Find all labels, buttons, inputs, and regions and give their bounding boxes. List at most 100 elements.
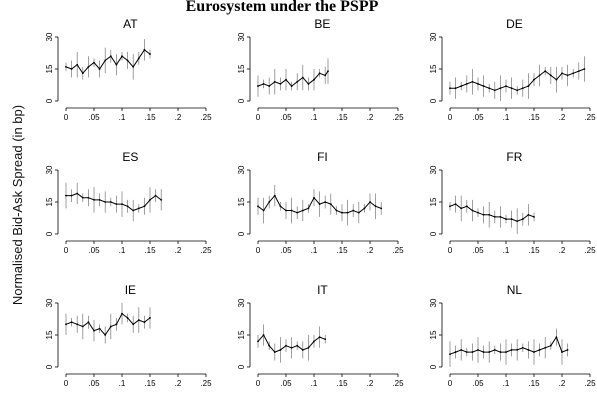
data-point: [81, 72, 84, 75]
data-point: [70, 194, 73, 197]
data-point: [98, 327, 101, 330]
y-tick-label: 0: [237, 98, 246, 103]
data-point: [137, 57, 140, 60]
data-point: [318, 72, 321, 75]
data-point: [313, 78, 315, 81]
data-point: [76, 323, 79, 326]
data-point: [482, 85, 485, 87]
data-point: [561, 351, 563, 353]
data-point: [538, 74, 541, 77]
data-point: [477, 83, 479, 85]
x-tick-label: .2: [559, 113, 566, 122]
y-tick-label: 0: [429, 98, 438, 103]
x-tick-label: .05: [472, 379, 484, 388]
data-point: [104, 334, 107, 336]
data-point: [499, 216, 502, 218]
series-line: [65, 49, 151, 75]
data-point: [460, 349, 463, 351]
x-tick-label: 0: [64, 379, 69, 388]
y-axis-label: Normalised Bid-Ask Spread (in bp): [10, 105, 25, 305]
x-tick-label: .05: [88, 113, 100, 122]
x-tick-label: .15: [144, 246, 156, 255]
data-point: [488, 351, 491, 353]
y-tick-label: 15: [429, 64, 438, 73]
data-point: [301, 349, 304, 351]
data-point: [104, 201, 107, 203]
panel-title: IT: [317, 283, 328, 297]
data-point: [126, 317, 129, 319]
data-point: [296, 344, 299, 347]
panel-at: AT 0 15 30 0 .05 .1 .15 .2 .25: [45, 17, 212, 122]
series-line: [257, 70, 329, 87]
x-tick-label: 0: [448, 246, 453, 255]
data-point: [324, 74, 327, 77]
data-point: [115, 63, 118, 66]
data-point: [76, 63, 79, 66]
data-point: [279, 205, 282, 208]
data-point: [538, 349, 541, 351]
data-point: [449, 353, 451, 356]
x-tick-label: 0: [256, 379, 261, 388]
data-point: [257, 85, 259, 87]
data-point: [93, 198, 95, 201]
x-tick-label: .05: [472, 113, 484, 122]
data-point: [465, 351, 468, 353]
data-point: [363, 207, 366, 210]
data-point: [313, 196, 315, 199]
x-tick-label: .15: [528, 379, 540, 388]
data-point: [318, 336, 321, 339]
x-tick-label: .1: [503, 113, 510, 122]
data-point: [482, 351, 485, 353]
x-tick-label: 0: [64, 113, 69, 122]
data-point: [493, 349, 496, 351]
x-tick-label: .1: [119, 113, 126, 122]
data-point: [87, 196, 90, 199]
data-point: [521, 87, 524, 90]
data-point: [98, 198, 101, 201]
data-point: [454, 203, 457, 206]
data-point: [577, 70, 580, 73]
x-tick-label: .2: [367, 246, 374, 255]
y-tick-label: 0: [237, 231, 246, 236]
data-point: [477, 349, 479, 351]
data-point: [482, 213, 485, 216]
data-point: [516, 349, 519, 351]
data-point: [324, 338, 327, 341]
x-tick-label: .2: [175, 113, 182, 122]
x-tick-label: .25: [392, 246, 404, 255]
data-point: [121, 55, 123, 58]
y-tick-label: 15: [237, 64, 246, 73]
data-point: [93, 61, 95, 64]
data-point: [471, 351, 474, 353]
panel-title: ES: [122, 150, 138, 164]
data-point: [70, 68, 73, 70]
data-point: [493, 216, 496, 218]
y-tick-label: 0: [429, 231, 438, 236]
data-point: [488, 213, 491, 216]
data-point: [544, 346, 547, 349]
y-tick-label: 15: [429, 197, 438, 206]
data-point: [81, 196, 84, 199]
data-point: [346, 211, 349, 214]
data-point: [285, 78, 287, 81]
data-point: [149, 198, 151, 201]
data-point: [65, 65, 67, 68]
data-point: [273, 351, 276, 353]
x-tick-label: .05: [280, 379, 292, 388]
data-point: [290, 346, 293, 349]
data-point: [87, 321, 90, 324]
data-point: [374, 205, 377, 208]
data-point: [454, 351, 457, 353]
data-point: [76, 192, 79, 195]
data-point: [268, 201, 271, 203]
x-tick-label: 0: [448, 379, 453, 388]
data-point: [115, 203, 118, 206]
panel-title: FR: [506, 150, 522, 164]
data-point: [262, 83, 265, 85]
data-point: [279, 83, 282, 85]
data-point: [549, 344, 552, 347]
x-tick-label: 0: [256, 246, 261, 255]
data-point: [549, 74, 552, 77]
x-tick-label: .2: [175, 379, 182, 388]
